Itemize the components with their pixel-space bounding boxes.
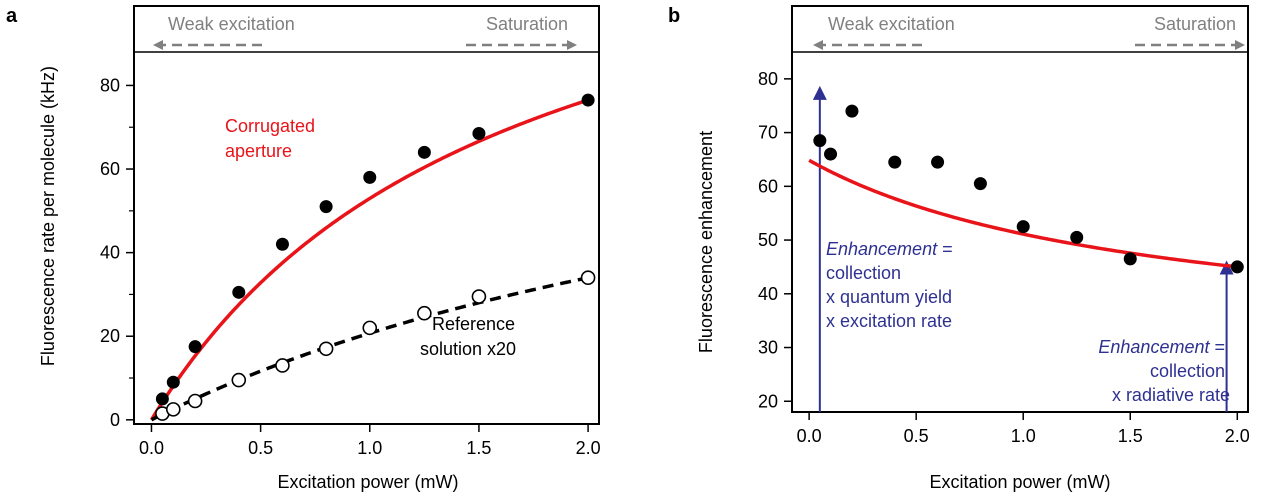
y-tick-label: 40 (758, 284, 778, 304)
x-tick-label: 0.5 (904, 426, 929, 446)
panel-letter-b: b (668, 5, 680, 27)
data-point-filled (888, 155, 902, 169)
series-label-corrugated-line2: aperture (225, 141, 292, 161)
fit-curves-b (808, 158, 1238, 269)
y-tick-label: 60 (100, 159, 120, 179)
fit-curves-a (149, 98, 589, 422)
x-tick-label: 0.0 (139, 438, 164, 458)
data-points-a (155, 93, 596, 421)
enhancement-annotation-saturation: Enhancement = collection x radiative rat… (1098, 337, 1230, 405)
plot-frame-b (791, 5, 1249, 413)
series-label-corrugated-line1: Corrugated (225, 116, 315, 136)
data-point-open (187, 393, 203, 409)
x-axis-title-b: Excitation power (mW) (929, 472, 1110, 492)
x-tick-label: 0.5 (248, 438, 273, 458)
x-tick-label: 1.0 (357, 438, 382, 458)
data-point-open (231, 372, 247, 388)
x-tick-label: 1.0 (1011, 426, 1036, 446)
y-tick-label: 80 (758, 69, 778, 89)
data-point-open (165, 402, 181, 417)
data-point-filled (1070, 230, 1084, 244)
data-point-filled (188, 340, 202, 354)
y-tick-label: 20 (100, 326, 120, 346)
data-points-b (813, 104, 1244, 274)
enhancement-annotation-weak: Enhancement = collection x quantum yield… (826, 239, 958, 331)
data-point-open (471, 289, 487, 304)
data-point-filled (232, 285, 246, 299)
data-point-filled (275, 237, 289, 251)
data-point-filled (166, 375, 180, 389)
y-axis-title-a: Fluorescence rate per molecule (kHz) (38, 66, 58, 366)
x-tick-label: 1.5 (466, 438, 491, 458)
y-tick-label: 0 (110, 410, 120, 430)
annotation-weak-line3: x quantum yield (826, 287, 952, 307)
y-tick-label: 40 (100, 243, 120, 263)
data-point-filled (845, 104, 859, 118)
annotation-sat-line2: collection (1150, 361, 1225, 381)
annotation-sat-line3: x radiative rate (1112, 385, 1230, 405)
panel-letter-a: a (6, 5, 18, 27)
data-point-open (275, 358, 290, 373)
data-point-filled (824, 147, 838, 161)
x-tick-label: 2.0 (576, 438, 601, 458)
data-point-open (417, 305, 432, 321)
data-point-filled (417, 145, 431, 159)
y-tick-label: 50 (758, 230, 778, 250)
ticks-a: 0.0 0.5 1.0 1.5 2.0 0 20 40 60 80 (100, 75, 601, 458)
y-axis-title-b: Fluorescence enhancement (696, 131, 716, 353)
series-label-reference: Reference solution x20 (420, 314, 520, 359)
annotation-weak-equals: = (937, 239, 953, 259)
fit-curve-reference (150, 276, 589, 422)
x-tick-label: 1.5 (1118, 426, 1143, 446)
y-tick-label: 70 (758, 123, 778, 143)
annotation-sat-equals: = (1209, 337, 1225, 357)
saturation-label-b: Saturation (1154, 14, 1236, 34)
data-point-filled (1230, 260, 1244, 274)
fit-curve-main (808, 158, 1238, 269)
annotation-sat-italic: Enhancement (1098, 337, 1210, 357)
x-tick-label: 0.0 (797, 426, 822, 446)
plot-frame-a (133, 5, 600, 425)
data-point-open (580, 270, 596, 286)
y-tick-label: 20 (758, 391, 778, 411)
data-point-filled (363, 170, 377, 184)
x-axis-title-a: Excitation power (mW) (277, 472, 458, 492)
chart-panel-a: Weak excitation Saturation 0.0 0.5 1.0 1.5 2… (38, 5, 601, 492)
data-point-filled (472, 127, 486, 141)
saturation-label-a: Saturation (486, 14, 568, 34)
y-tick-label: 60 (758, 176, 778, 196)
ticks-b: 0.0 0.5 1.0 1.5 2.0 20 30 40 50 60 70 80 (758, 69, 1250, 446)
annotation-weak-line4: x excitation rate (826, 311, 952, 331)
series-label-reference-line1: Reference (432, 314, 515, 334)
annotation-weak-italic: Enhancement (826, 239, 938, 259)
series-label-reference-line2: solution x20 (420, 339, 516, 359)
data-point-filled (931, 155, 945, 169)
y-tick-label: 80 (100, 75, 120, 95)
annotation-sat-line1: Enhancement = (1098, 337, 1225, 357)
data-point-filled (1123, 252, 1137, 266)
fit-curve-main (149, 98, 589, 421)
weak-excitation-label-b: Weak excitation (828, 14, 955, 34)
data-point-filled (319, 200, 333, 214)
chart-panel-b: Weak excitation Saturation 0.0 0.5 1.0 1.5 2… (696, 5, 1250, 492)
data-point-filled (155, 392, 169, 406)
data-point-filled (581, 93, 595, 107)
weak-excitation-label-a: Weak excitation (168, 14, 295, 34)
series-label-corrugated: Corrugated aperture (225, 116, 320, 161)
data-point-filled (1016, 220, 1030, 234)
data-point-open (318, 341, 334, 357)
data-point-filled (813, 134, 827, 148)
data-point-open (362, 320, 378, 336)
x-tick-label: 2.0 (1225, 426, 1250, 446)
data-point-filled (973, 177, 987, 191)
annotation-weak-line2: collection (826, 263, 901, 283)
y-tick-label: 30 (758, 338, 778, 358)
